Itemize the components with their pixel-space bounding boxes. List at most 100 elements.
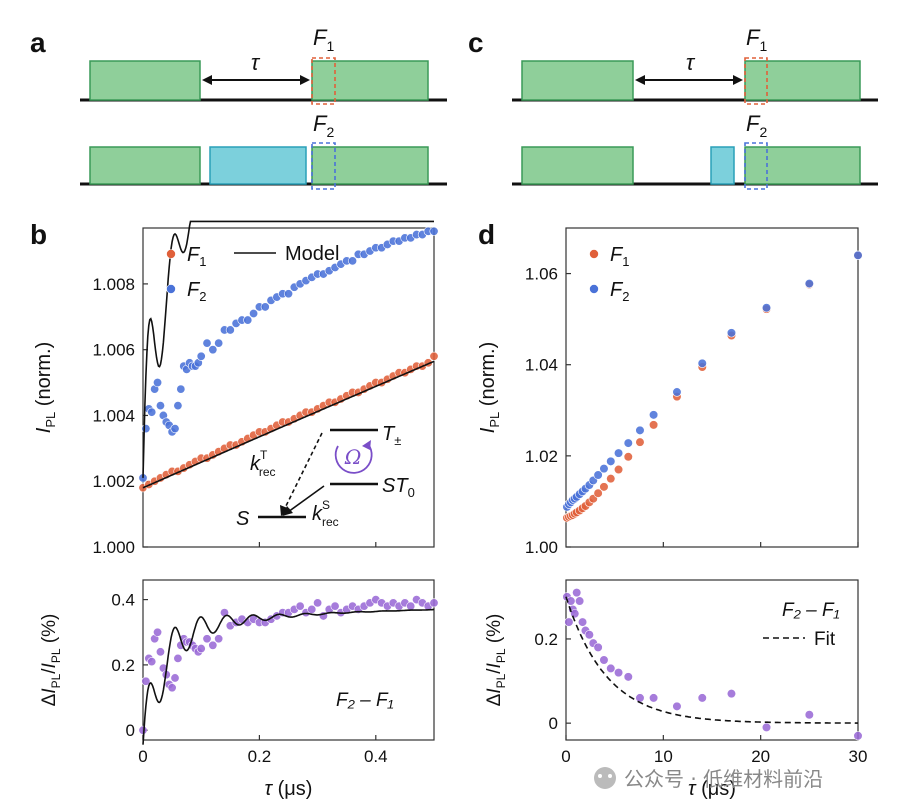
diff-point: [623, 672, 633, 682]
omega-label: Ω: [344, 445, 362, 469]
model-line-f2: [142, 220, 434, 478]
y-axis-label: ΔIPL/IPL (%): [39, 614, 63, 707]
f1-point: [613, 464, 624, 475]
x-tick-label: 0: [138, 747, 147, 766]
chart-b-bottom: 0 0.2 0.4 0 0.2 0.4 ΔIPL/IPL (%) τ (μs) F₂ – F₁: [39, 579, 439, 800]
f2-point: [606, 456, 616, 466]
laser-pulse-c1: [521, 60, 634, 101]
laser-pulse-a3: [89, 146, 201, 185]
mw-pulse-a: [209, 146, 307, 185]
y-tick-label: 1.00: [525, 538, 558, 557]
f2-point: [141, 424, 151, 434]
arrowhead-right-a: [300, 75, 310, 85]
diff-point: [330, 601, 340, 611]
diff-point: [208, 640, 218, 650]
diff-point: [429, 598, 439, 608]
x-tick-label: 20: [751, 747, 770, 766]
diff-point: [697, 693, 707, 703]
diff-point: [564, 617, 574, 627]
s-level-label: S: [236, 508, 250, 530]
f1-point: [648, 420, 659, 430]
f2-point: [260, 302, 270, 312]
f2-point: [176, 384, 186, 394]
t-level-label: T±: [382, 423, 401, 448]
schematic-a: τ F1 F2: [80, 25, 447, 190]
f2-point: [147, 407, 157, 417]
krec-t-arrow: [283, 432, 323, 511]
chart-d-top: 1.00 1.02 1.04 1.06 IPL (norm.) F1 F2: [477, 227, 863, 557]
diff-point: [572, 588, 582, 598]
omega-loop: [334, 443, 373, 474]
st0-level-label: ST0: [382, 475, 415, 500]
f2-point: [202, 338, 212, 348]
diff-point: [295, 601, 305, 611]
f2-label-a: F2: [313, 111, 334, 140]
legend-fit-label: Fit: [814, 629, 836, 650]
f1-point: [606, 474, 616, 484]
legend-f1-label: F1: [610, 244, 629, 269]
f2-point: [853, 250, 863, 260]
f1-window-a: [311, 57, 336, 105]
legend-model-label: Model: [285, 243, 339, 265]
f2-point: [214, 338, 224, 348]
diff-point: [575, 596, 585, 606]
y-tick-label: 1.02: [525, 447, 558, 466]
y-tick-label: 1.002: [92, 472, 135, 491]
y-tick-label: 0: [549, 714, 558, 733]
x-tick-label: 0: [561, 747, 570, 766]
arrowhead-left-a: [202, 75, 212, 85]
y-tick-label: 1.004: [92, 406, 135, 425]
krec-s-label: kS rec: [312, 498, 339, 529]
f2-point: [429, 226, 439, 236]
diff-point: [167, 683, 177, 693]
f2-point: [599, 464, 609, 474]
diff-point: [672, 701, 682, 711]
diff-point: [804, 710, 814, 720]
laser-pulse-c2: [744, 60, 861, 101]
fit-line: [565, 596, 858, 724]
krec-s-arrow: [287, 485, 325, 513]
f1-label-c: F1: [746, 25, 767, 54]
diff-point: [853, 731, 863, 741]
legend-f2-label: F2: [187, 279, 206, 304]
panel-label-b: b: [30, 219, 47, 250]
model-line-diff: [142, 608, 434, 745]
f2-point: [155, 401, 165, 411]
x-axis-label: τ (μs): [265, 778, 313, 800]
f2-point: [208, 345, 218, 355]
f1-point: [593, 488, 603, 498]
x-tick-label: 10: [654, 747, 673, 766]
krec-s-arrowhead: [282, 506, 293, 516]
f2-point: [153, 378, 163, 388]
diff-point: [584, 630, 594, 640]
y-tick-label: 0.4: [111, 591, 135, 610]
legend-f1-marker: [166, 249, 176, 259]
diff-point: [599, 655, 609, 665]
f2-window-c: [744, 142, 768, 190]
watermark-text: 公众号 · 低维材料前沿: [624, 767, 823, 791]
f2-point: [623, 438, 633, 448]
schematic-c: τ F1 F2: [512, 25, 878, 190]
f1-point: [599, 482, 609, 492]
f1-point: [623, 452, 633, 462]
diff-point: [141, 676, 151, 686]
f2-point: [348, 256, 358, 266]
legend-f1-label: F1: [187, 244, 206, 269]
f1-window-c: [744, 57, 768, 105]
diff-point: [635, 693, 645, 703]
f2-point: [613, 448, 624, 458]
watermark-icon-eye-right: [608, 774, 612, 778]
y-tick-label: 1.04: [525, 356, 558, 375]
f1-label-a: F1: [313, 25, 334, 54]
model-line-f1: [142, 360, 435, 489]
f2-point: [173, 401, 183, 411]
f2-point: [804, 278, 814, 289]
diff-point: [170, 673, 180, 683]
f2-point: [593, 470, 603, 480]
y-tick-label: 0.2: [534, 630, 558, 649]
y-tick-label: 0: [126, 721, 135, 740]
tau-label-a: τ: [251, 50, 261, 75]
mw-pulse-c: [710, 146, 735, 185]
chart-b-top: 1.000 1.002 1.004 1.006 1.008 IPL (norm.) F1 F2…: [33, 220, 439, 557]
y-tick-label: 1.06: [525, 265, 558, 284]
